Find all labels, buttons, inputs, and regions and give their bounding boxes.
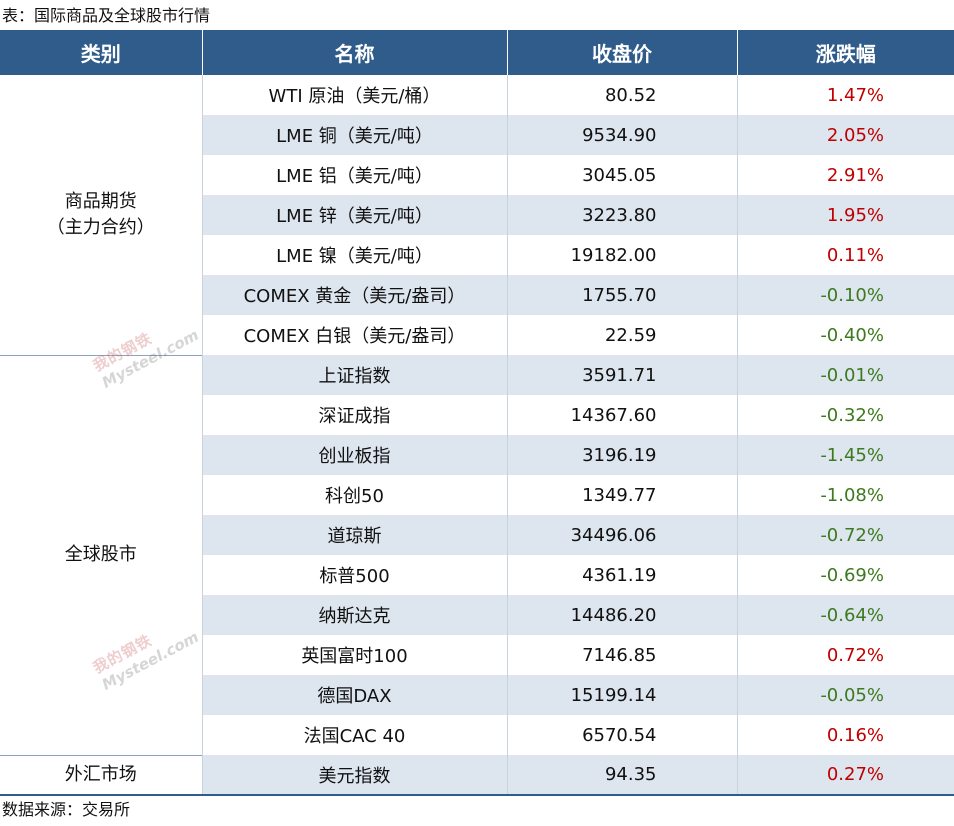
category-cell: 商品期货 （主力合约）: [0, 75, 203, 355]
table-row: 标普500 4361.19 -0.69%: [0, 555, 954, 595]
close-price: 94.35: [506, 755, 737, 796]
instrument-name: 科创50: [201, 475, 507, 515]
instrument-name: 纳斯达克: [201, 595, 507, 635]
header-category: 类别: [0, 30, 202, 75]
close-price: 1349.77: [506, 475, 737, 515]
close-price: 6570.54: [506, 715, 737, 755]
close-price: 22.59: [506, 315, 737, 355]
instrument-name: LME 锌（美元/吨）: [201, 195, 507, 235]
instrument-name: LME 铝（美元/吨）: [201, 155, 507, 195]
change-pct: -0.40%: [736, 315, 954, 355]
category-cell: 外汇市场: [0, 754, 203, 796]
close-price: 14486.20: [506, 595, 737, 635]
close-price: 9534.90: [506, 115, 737, 155]
header-name: 名称: [201, 30, 507, 75]
table-row: 全球股市 上证指数 3591.71 -0.01%: [0, 354, 954, 755]
header-change-pct: 涨跌幅: [736, 30, 954, 75]
change-pct: 0.11%: [736, 235, 954, 275]
close-price: 34496.06: [506, 515, 737, 555]
change-pct: 1.47%: [736, 75, 954, 115]
instrument-name: 英国富时100: [201, 635, 507, 675]
table-row: 深证成指 14367.60 -0.32%: [0, 395, 954, 435]
close-price: 3223.80: [506, 195, 737, 235]
close-price: 7146.85: [506, 635, 737, 675]
change-pct: 1.95%: [736, 195, 954, 235]
table-row: 纳斯达克 14486.20 -0.64%: [0, 595, 954, 635]
change-pct: 2.91%: [736, 155, 954, 195]
change-pct: 0.72%: [736, 635, 954, 675]
table-row: COMEX 黄金（美元/盎司） 1755.70 -0.10%: [0, 275, 954, 315]
table-row: 商品期货 （主力合约） WTI 原油（美元/桶） 80.52 1.47%: [0, 75, 954, 355]
table-row: 外汇市场 美元指数 94.35 0.27%: [0, 754, 954, 796]
change-pct: -1.45%: [736, 435, 954, 475]
close-price: 3196.19: [506, 435, 737, 475]
change-pct: 2.05%: [736, 115, 954, 155]
data-source-note: 数据来源：交易所: [2, 800, 131, 819]
table-row: 法国CAC 40 6570.54 0.16%: [0, 715, 954, 755]
header-close-price: 收盘价: [506, 30, 737, 75]
close-price: 14367.60: [506, 395, 737, 435]
table-row: 道琼斯 34496.06 -0.72%: [0, 515, 954, 555]
instrument-name: 深证成指: [201, 395, 507, 435]
table-row: 科创50 1349.77 -1.08%: [0, 475, 954, 515]
change-pct: -0.01%: [736, 355, 954, 395]
close-price: 1755.70: [506, 275, 737, 315]
market-quotes-table: 类别 名称 收盘价 涨跌幅 商品期货 （主力合约） WTI 原油（美元/桶） 80.…: [0, 30, 954, 796]
table-row: COMEX 白银（美元/盎司） 22.59 -0.40%: [0, 315, 954, 355]
instrument-name: 上证指数: [201, 355, 507, 395]
change-pct: -1.08%: [736, 475, 954, 515]
change-pct: -0.10%: [736, 275, 954, 315]
table-caption: 表：国际商品及全球股市行情: [2, 6, 211, 25]
instrument-name: COMEX 黄金（美元/盎司）: [201, 275, 507, 315]
instrument-name: 标普500: [201, 555, 507, 595]
instrument-name: 美元指数: [201, 755, 507, 796]
close-price: 3045.05: [506, 155, 737, 195]
change-pct: -0.32%: [736, 395, 954, 435]
change-pct: 0.27%: [736, 755, 954, 796]
close-price: 15199.14: [506, 675, 737, 715]
instrument-name: 德国DAX: [201, 675, 507, 715]
table-row: 英国富时100 7146.85 0.72%: [0, 635, 954, 675]
instrument-name: LME 铜（美元/吨）: [201, 115, 507, 155]
close-price: 3591.71: [506, 355, 737, 395]
change-pct: -0.72%: [736, 515, 954, 555]
change-pct: -0.69%: [736, 555, 954, 595]
close-price: 4361.19: [506, 555, 737, 595]
instrument-name: COMEX 白银（美元/盎司）: [201, 315, 507, 355]
change-pct: -0.05%: [736, 675, 954, 715]
instrument-name: LME 镍（美元/吨）: [201, 235, 507, 275]
table-row: LME 铜（美元/吨） 9534.90 2.05%: [0, 115, 954, 155]
table-row: LME 锌（美元/吨） 3223.80 1.95%: [0, 195, 954, 235]
change-pct: -0.64%: [736, 595, 954, 635]
instrument-name: 创业板指: [201, 435, 507, 475]
instrument-name: 道琼斯: [201, 515, 507, 555]
header-row: 类别 名称 收盘价 涨跌幅: [0, 30, 954, 75]
category-cell: 全球股市: [0, 354, 203, 755]
change-pct: 0.16%: [736, 715, 954, 755]
table-row: 创业板指 3196.19 -1.45%: [0, 435, 954, 475]
table-row: LME 镍（美元/吨） 19182.00 0.11%: [0, 235, 954, 275]
close-price: 80.52: [506, 75, 737, 115]
table-row: LME 铝（美元/吨） 3045.05 2.91%: [0, 155, 954, 195]
table-row: 德国DAX 15199.14 -0.05%: [0, 675, 954, 715]
instrument-name: WTI 原油（美元/桶）: [201, 75, 507, 115]
close-price: 19182.00: [506, 235, 737, 275]
instrument-name: 法国CAC 40: [201, 715, 507, 755]
